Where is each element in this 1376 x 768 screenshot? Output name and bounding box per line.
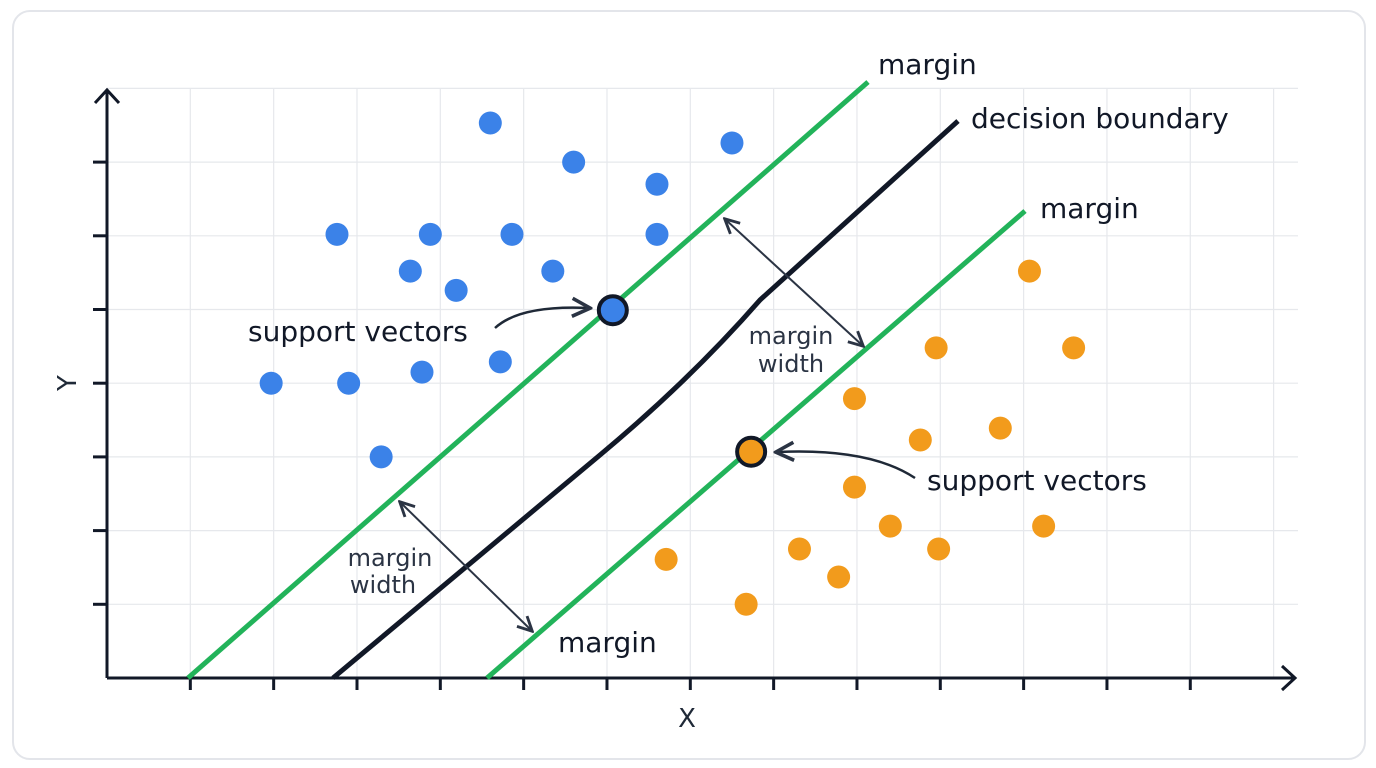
margin-label-top: margin [878,48,977,81]
margin-line-upper [186,80,870,680]
y-axis-arrowhead [93,87,121,105]
margin-width-label-upper-1: margin [749,322,834,350]
margin-width-label-lower-1: margin [348,544,433,572]
class-a-point [645,172,669,196]
class-b-point [787,537,811,561]
axes [93,87,1298,692]
margin-label-bottom: margin [558,626,657,659]
class-b-point [827,565,851,589]
margin-width-arrow-upper [726,220,862,345]
class-a-point [410,360,434,384]
class-a-point [500,222,524,246]
x-axis-label: X [678,704,696,734]
class-b-point [1062,336,1086,360]
y-axis-label: Y [53,375,83,392]
class-a-point [720,131,744,155]
class-a-point [478,111,502,135]
support-vectors-label-left: support vectors [248,315,468,348]
class-b-point [927,537,951,561]
class-b-point [988,416,1012,440]
class-a-point [541,259,565,283]
class-b-point [734,592,758,616]
support-vector-class-b [735,435,768,468]
class-a-point [369,445,393,469]
class-a-point [259,371,283,395]
class-a-point [562,150,586,174]
margin-width-arrow-lower [401,503,531,630]
support-vector-class-a [596,294,629,327]
class-b-point [842,387,866,411]
support-vector-arrow-right [778,452,916,480]
class-a-point [337,371,361,395]
class-b-point [908,428,932,452]
margin-label-right: margin [1040,192,1139,225]
grid [107,87,1298,678]
margin-width-label-lower-2: width [350,571,416,599]
class-b-point [924,336,948,360]
class-a-point [444,278,468,302]
margin-width-label-upper-2: width [758,350,824,378]
class-a-point [325,222,349,246]
class-b-point [842,475,866,499]
class-b-point [1032,514,1056,538]
class-a-point [488,350,512,374]
class-b-point [878,514,902,538]
class-b-point [1017,259,1041,283]
class-b-point [654,547,678,571]
class-a-point [418,222,442,246]
decision-boundary-label: decision boundary [971,102,1229,135]
class-a-point [398,259,422,283]
class-a-point [645,222,669,246]
x-axis-arrowhead [1280,664,1298,692]
support-vector-arrow-left [494,308,588,329]
data-points [259,111,1086,616]
support-vectors-label-right: support vectors [927,464,1147,497]
